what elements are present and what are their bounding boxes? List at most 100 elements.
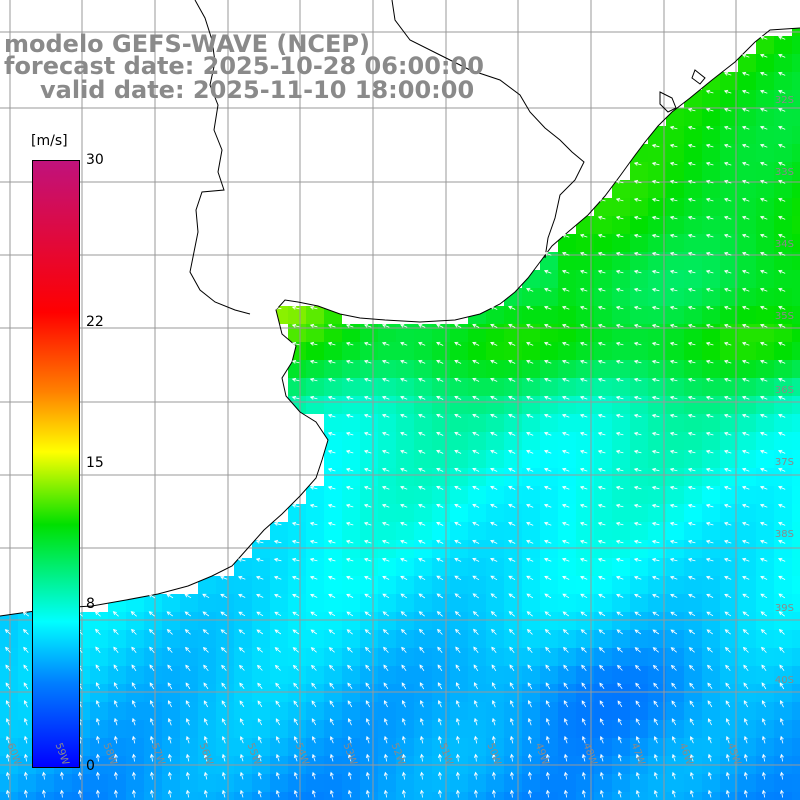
wind-speed-cell [126, 648, 145, 667]
wind-arrow [562, 629, 569, 635]
wind-arrow [436, 611, 443, 617]
wind-arrow [309, 341, 318, 346]
wind-speed-cell [342, 630, 361, 649]
wind-arrow [526, 413, 534, 418]
wind-speed-cell [630, 450, 649, 469]
wind-arrow [273, 521, 282, 526]
wind-speed-cell [756, 504, 775, 523]
wind-arrow [401, 735, 406, 744]
wind-arrow [113, 717, 118, 726]
wind-speed-cell [216, 738, 235, 757]
wind-speed-cell [612, 666, 631, 685]
wind-speed-cell [648, 360, 667, 379]
wind-arrow [509, 682, 515, 690]
wind-speed-cell [468, 648, 487, 667]
wind-arrow [617, 753, 622, 762]
wind-speed-cell [234, 720, 253, 739]
wind-arrow [455, 717, 460, 726]
wind-arrow [437, 771, 442, 780]
wind-speed-cell [702, 162, 721, 181]
wind-arrow [705, 89, 714, 94]
wind-speed-cell [630, 792, 649, 800]
wind-speed-cell [612, 288, 631, 307]
wind-speed-cell [108, 684, 127, 703]
wind-arrow [615, 341, 624, 346]
wind-speed-cell [558, 774, 577, 793]
wind-arrow [741, 503, 750, 508]
wind-arrow [491, 664, 497, 672]
wind-arrow [616, 647, 623, 653]
wind-arrow [112, 611, 119, 617]
wind-arrow [472, 395, 480, 400]
wind-speed-cell [540, 468, 559, 487]
wind-arrow [455, 789, 460, 798]
wind-arrow [759, 35, 768, 40]
wind-arrow [652, 593, 660, 598]
wind-speed-cell [756, 396, 775, 415]
wind-speed-cell [666, 342, 685, 361]
wind-arrow [669, 323, 678, 328]
wind-speed-cell [324, 702, 343, 721]
wind-speed-cell [360, 324, 379, 343]
wind-speed-cell [648, 198, 667, 217]
wind-arrow [509, 771, 514, 780]
wind-speed-cell [666, 414, 685, 433]
wind-arrow [185, 735, 190, 744]
wind-speed-cell [270, 738, 289, 757]
wind-arrow [472, 467, 480, 472]
forecast-date: forecast date: 2025-10-28 06:00:00 [4, 52, 484, 80]
wind-arrow [508, 503, 516, 508]
wind-speed-cell [774, 414, 793, 433]
wind-arrow [761, 735, 766, 744]
wind-arrow [23, 735, 28, 744]
wind-speed-cell [792, 234, 800, 253]
wind-speed-cell [666, 684, 685, 703]
wind-speed-cell [414, 702, 433, 721]
wind-arrow [455, 771, 460, 780]
wind-arrow [401, 717, 406, 726]
wind-arrow [760, 575, 768, 580]
wind-speed-cell [468, 360, 487, 379]
wind-speed-cell [774, 576, 793, 595]
wind-speed-cell [702, 738, 721, 757]
wind-arrow [759, 125, 768, 130]
wind-speed-cell [684, 162, 703, 181]
wind-speed-cell [576, 504, 595, 523]
wind-speed-cell [684, 270, 703, 289]
wind-arrow [669, 125, 678, 130]
wind-speed-cell [774, 72, 793, 91]
wind-speed-cell [576, 270, 595, 289]
wind-speed-cell [720, 252, 739, 271]
wind-speed-cell [738, 720, 757, 739]
wind-arrow [400, 629, 407, 635]
wind-speed-cell [774, 306, 793, 325]
wind-speed-cell [270, 684, 289, 703]
wind-speed-cell [738, 234, 757, 253]
wind-arrow [5, 789, 10, 798]
wind-speed-cell [486, 792, 505, 800]
wind-speed-cell [738, 252, 757, 271]
wind-speed-cell [306, 306, 325, 325]
wind-arrow [581, 664, 587, 671]
wind-speed-cell [594, 396, 613, 415]
wind-speed-cell [288, 360, 307, 379]
wind-speed-cell [666, 630, 685, 649]
wind-arrow [687, 161, 696, 166]
wind-arrow [327, 377, 336, 382]
wind-speed-cell [558, 648, 577, 667]
wind-speed-cell [702, 396, 721, 415]
wind-speed-cell [468, 450, 487, 469]
wind-arrow [131, 628, 137, 635]
wind-speed-cell [378, 594, 397, 613]
wind-speed-cell [612, 504, 631, 523]
wind-speed-cell [450, 504, 469, 523]
wind-speed-cell [630, 324, 649, 343]
wind-speed-cell [576, 414, 595, 433]
wind-speed-cell [450, 360, 469, 379]
wind-arrow [237, 557, 246, 562]
wind-arrow [581, 753, 586, 762]
wind-speed-cell [360, 648, 379, 667]
wind-speed-cell [738, 594, 757, 613]
wind-speed-cell [774, 180, 793, 199]
wind-arrow [723, 341, 732, 346]
